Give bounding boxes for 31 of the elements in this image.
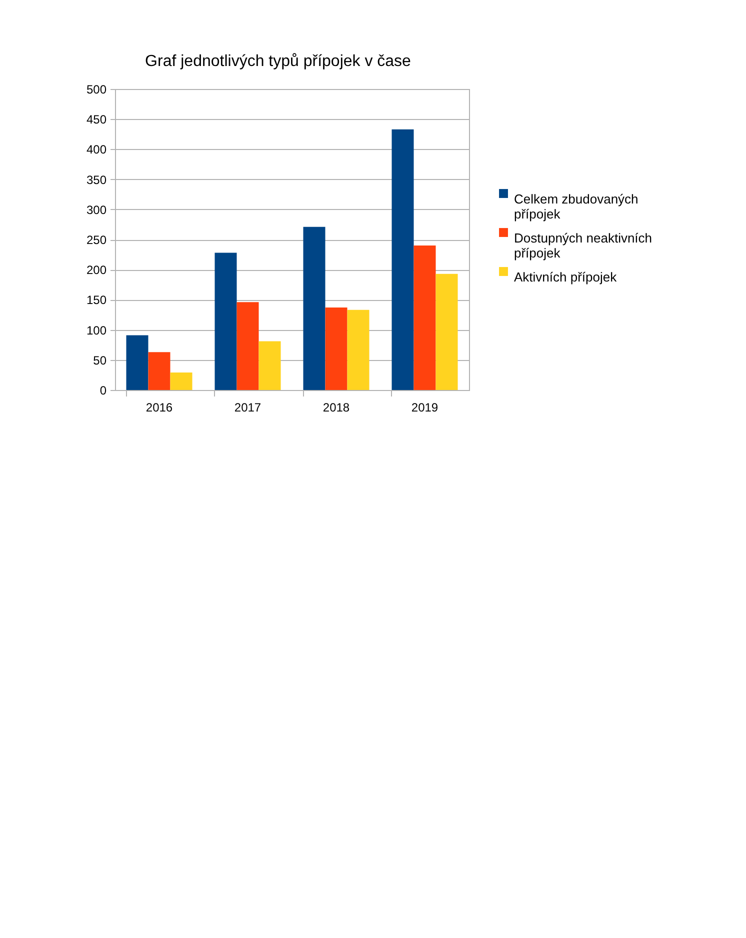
bar (414, 246, 436, 390)
bar (214, 252, 237, 390)
bar (148, 352, 170, 390)
y-tick-label: 0 (100, 384, 107, 398)
y-tick-label: 150 (86, 293, 107, 308)
chart-title: Graf jednotlivých typů přípojek v čase (145, 53, 412, 70)
y-tick-label: 250 (86, 233, 107, 247)
x-tick-label: 2017 (234, 400, 262, 414)
bar (170, 372, 192, 390)
legend-label: Celkem zbudovaných přípojek (514, 192, 638, 222)
bar (325, 308, 348, 390)
x-tick-label: 2019 (411, 400, 438, 414)
bar (258, 341, 281, 390)
y-tick-label: 350 (86, 172, 107, 187)
bar (303, 226, 326, 390)
y-tick-label: 500 (86, 82, 107, 96)
bar (436, 274, 458, 390)
y-tick-label: 450 (86, 112, 107, 127)
bar (392, 129, 414, 390)
y-tick-label: 100 (86, 323, 107, 338)
bar (126, 335, 148, 390)
legend-label: Aktivních přípojek (514, 270, 618, 284)
legend-label: Dostupných neaktivních přípojek (514, 230, 652, 260)
x-tick-label: 2016 (146, 400, 173, 414)
y-tick-label: 200 (86, 263, 107, 278)
bar (347, 310, 370, 390)
y-tick-label: 50 (93, 353, 107, 368)
x-tick-label: 2018 (322, 400, 350, 414)
bar (236, 302, 259, 390)
y-tick-label: 300 (86, 202, 107, 217)
y-tick-label: 400 (86, 142, 107, 157)
